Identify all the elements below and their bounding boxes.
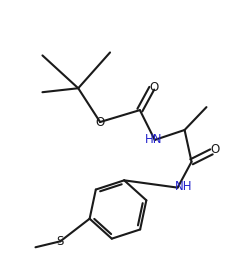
Text: O: O (95, 116, 105, 129)
Text: O: O (149, 81, 158, 94)
Text: NH: NH (175, 180, 192, 193)
Text: O: O (211, 143, 220, 156)
Text: HN: HN (145, 133, 163, 146)
Text: S: S (57, 235, 64, 248)
